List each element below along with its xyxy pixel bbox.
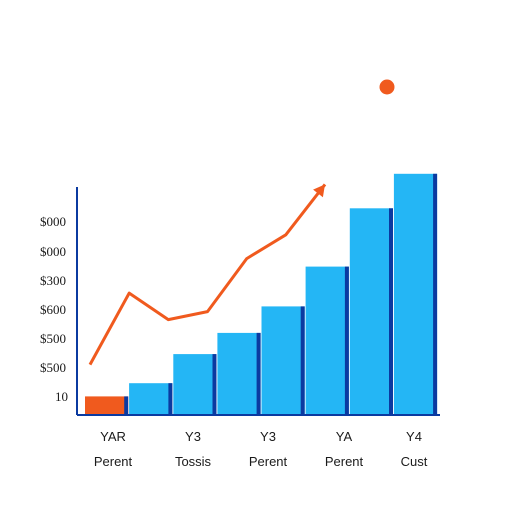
bar-fill [173, 354, 217, 415]
bar [129, 383, 173, 415]
y-tick-label: $500 [40, 360, 66, 375]
y-tick-labels: $000 $000 $300 $600 $500 $500 10 [40, 214, 68, 404]
x-label-row1: YA [336, 429, 353, 444]
bar-edge [389, 208, 393, 415]
x-label-row1: YAR [100, 429, 126, 444]
bar-fill [261, 306, 305, 415]
bar-edge [212, 354, 217, 415]
x-label-row1: Y4 [406, 429, 422, 444]
y-tick-label: $000 [40, 244, 66, 259]
bar-edge [256, 332, 261, 415]
y-tick-label: $000 [40, 214, 66, 229]
bar [305, 266, 349, 415]
bars-layer [85, 173, 438, 415]
bar-fill [393, 173, 438, 415]
trend-arrowhead [313, 184, 325, 198]
bar-fill [305, 266, 349, 415]
bar-edge [124, 396, 129, 415]
bar [85, 396, 129, 415]
bar-fill [85, 396, 129, 415]
y-tick-label: $300 [40, 273, 66, 288]
x-label-row1: Y3 [185, 429, 201, 444]
bar [261, 306, 305, 415]
bar-edge [168, 383, 173, 415]
trend-line-layer [88, 183, 327, 366]
bar [393, 173, 438, 415]
x-label-row2: Cust [401, 454, 428, 469]
bar-fill [349, 208, 393, 415]
y-tick-label: $600 [40, 302, 66, 317]
y-tick-label: 10 [55, 389, 68, 404]
bar [349, 208, 393, 415]
bar-edge [433, 173, 438, 415]
x-label-row2: Perent [325, 454, 364, 469]
x-label-row2: Tossis [175, 454, 212, 469]
bar [217, 332, 261, 415]
x-label-row2: Perent [249, 454, 288, 469]
bar-edge [300, 306, 305, 415]
x-category-labels: YAR Y3 Y3 YA Y4 Perent Tossis Perent Per… [94, 429, 428, 469]
orange-dot-marker [379, 79, 395, 95]
bar-fill [217, 332, 261, 415]
trend-line [88, 183, 327, 366]
bar [173, 354, 217, 415]
bar-edge [344, 266, 349, 415]
bar-fill [129, 383, 173, 415]
y-tick-label: $500 [40, 331, 66, 346]
x-label-row1: Y3 [260, 429, 276, 444]
x-label-row2: Perent [94, 454, 133, 469]
